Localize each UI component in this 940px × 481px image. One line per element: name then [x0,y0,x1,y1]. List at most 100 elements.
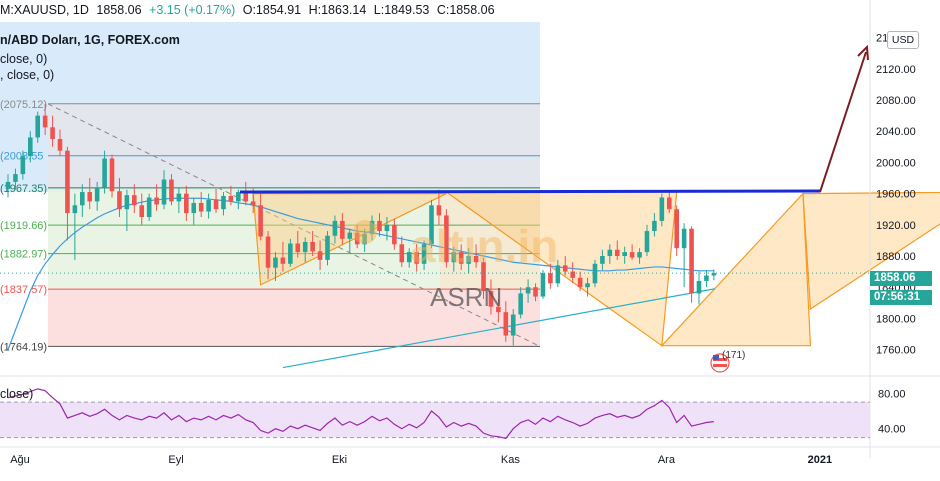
candle [191,202,197,214]
candle [221,195,226,210]
candle [458,252,464,264]
pattern-triangle [660,192,812,347]
candle [42,115,48,128]
candle [681,228,687,249]
rsi-band [0,402,870,438]
fib-zone [48,289,540,347]
candle [614,249,620,256]
candle [562,265,568,272]
candle [392,224,397,245]
candle [540,273,546,297]
candle [57,139,63,151]
x-tick-label: Eki [332,454,347,466]
y-tick-label: 1760.00 [876,345,916,357]
fib-level-label: (1837.57) [0,284,47,296]
fib-level-label: (1967.35) [0,183,47,195]
price-change: +3.15 (+0.17%) [149,3,236,17]
candle [273,257,278,268]
flag-canton [713,355,719,360]
candle [406,252,412,263]
candle [27,137,33,157]
candle [666,197,672,210]
candle [481,262,486,292]
current-price-tag: 1858.06 [870,271,932,286]
candle [265,236,271,268]
candle [488,291,494,307]
candle [585,283,590,288]
candle [548,273,553,284]
rsi-legend[interactable]: close) [0,387,34,401]
candle [50,127,55,139]
candle [607,249,613,256]
candle [429,205,434,245]
candle [600,256,605,264]
candle [213,199,219,210]
candle [161,179,167,205]
candle [109,158,115,192]
rsi-line [7,388,714,440]
y-tick-label: 2040.00 [876,126,916,138]
candle [503,312,509,336]
candle [473,256,479,263]
candle [444,215,449,263]
fib-level-label: (1882.97) [0,249,47,261]
candle [414,252,419,264]
candle [35,115,41,138]
rsi-tick-label: 80.00 [878,388,906,400]
candle [72,205,78,214]
candle [674,209,679,249]
x-tick-label: Eyl [168,454,183,466]
candle [421,244,427,264]
candle [243,192,249,202]
event-label: (171) [722,350,745,361]
y-tick-label: 1920.00 [876,220,916,232]
candle [659,197,665,221]
candle [555,265,561,284]
candle [622,252,627,256]
x-tick-label: Ağu [10,454,30,466]
bar-countdown: 07:56:31 [870,290,932,305]
candle [637,252,642,258]
candle [436,205,442,216]
candle [288,243,293,264]
y-tick-label: 2080.00 [876,95,916,107]
fib-zone [48,103,540,156]
candle [384,224,390,232]
candle [340,220,345,239]
y-tick-label: 1960.00 [876,189,916,201]
ma-legend-2[interactable]: , close, 0) [0,68,55,82]
fib-zone [48,155,540,188]
y-tick-label: 2000.00 [876,157,916,169]
candle [139,205,145,217]
currency-badge[interactable]: USD [887,31,919,49]
slow-ma-line [282,288,716,369]
candle [310,241,315,252]
candle [518,293,523,315]
candle [496,306,501,313]
candle [711,273,717,276]
symbol-label[interactable]: M:XAUUSD, 1D [0,3,89,17]
candle [176,193,182,202]
candle [533,287,538,297]
candle [704,275,709,281]
candle [332,220,338,236]
x-tick-label: 2021 [808,454,832,466]
arrow-head [857,44,869,61]
fib-trend-line [47,103,541,347]
candle [146,197,152,217]
candle [5,181,11,189]
candle [80,192,85,206]
candle [94,187,100,202]
candle [510,314,516,336]
candle [629,252,635,258]
candle [644,231,650,253]
flag-stripe [713,364,727,367]
y-tick-label: 1800.00 [876,313,916,325]
candle [347,232,353,239]
last-price: 1858.06 [96,3,142,17]
ma-legend-1[interactable]: close, 0) [0,52,48,66]
y-tick-label: 1880.00 [876,251,916,263]
candle [184,193,189,214]
y-tick-label: 2120.00 [876,64,916,76]
